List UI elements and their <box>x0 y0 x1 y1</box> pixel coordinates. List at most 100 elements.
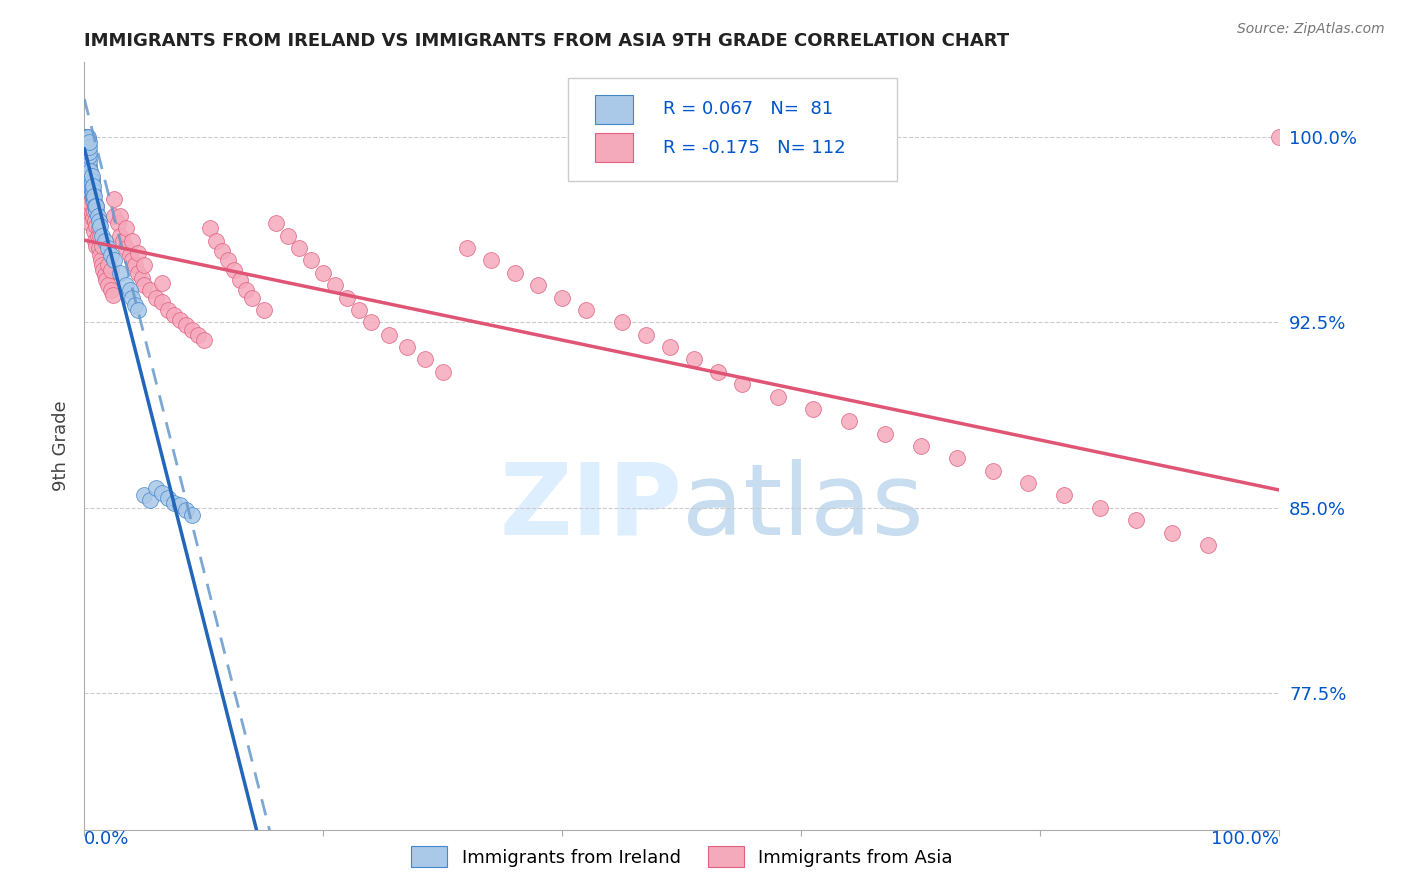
Text: atlas: atlas <box>682 458 924 556</box>
Point <box>89 219 111 233</box>
Point <box>118 248 141 262</box>
Point <box>83 189 105 203</box>
Point <box>127 246 149 260</box>
Point <box>86 199 108 213</box>
Point <box>432 365 454 379</box>
Point <box>76 129 98 144</box>
Point <box>222 263 245 277</box>
Point <box>91 258 114 272</box>
Point <box>91 228 114 243</box>
Point <box>87 214 110 228</box>
Point <box>211 244 233 258</box>
Text: 100.0%: 100.0% <box>1212 830 1279 847</box>
Point <box>97 241 120 255</box>
Point <box>910 439 932 453</box>
Point <box>336 291 359 305</box>
Point <box>131 270 153 285</box>
Point <box>100 248 122 262</box>
Point <box>76 154 98 169</box>
Point <box>76 129 98 144</box>
Point <box>240 291 263 305</box>
Point <box>77 209 100 223</box>
Point <box>83 224 105 238</box>
Bar <box>595 133 633 162</box>
Text: ZIP: ZIP <box>499 458 682 556</box>
Point <box>124 258 146 272</box>
Point <box>77 142 100 156</box>
Point <box>110 209 132 223</box>
Point <box>80 206 103 220</box>
Point <box>77 149 100 163</box>
Point <box>79 196 101 211</box>
Point <box>79 184 101 198</box>
Point <box>659 340 682 354</box>
Point <box>75 142 97 156</box>
Point <box>132 488 156 502</box>
Point <box>551 291 574 305</box>
Point <box>77 154 100 169</box>
Point <box>766 390 789 404</box>
Point <box>77 129 100 144</box>
Point <box>100 263 122 277</box>
Point <box>82 184 104 198</box>
Point <box>75 129 97 144</box>
Point <box>107 216 129 230</box>
Point <box>100 283 122 297</box>
Point <box>1018 476 1040 491</box>
FancyBboxPatch shape <box>568 78 897 181</box>
Point <box>84 234 107 248</box>
Point <box>79 179 101 194</box>
Point <box>76 132 98 146</box>
Point <box>110 266 132 280</box>
Point <box>174 503 197 517</box>
Point <box>93 263 115 277</box>
Point <box>93 268 115 283</box>
Point <box>76 199 98 213</box>
Point <box>76 137 98 152</box>
Point <box>77 135 100 149</box>
Point <box>86 199 108 213</box>
Point <box>288 241 311 255</box>
Point <box>707 365 730 379</box>
Point <box>84 199 107 213</box>
Point <box>111 234 134 248</box>
Point <box>312 266 335 280</box>
Text: R = -0.175   N= 112: R = -0.175 N= 112 <box>662 138 845 157</box>
Point <box>150 486 173 500</box>
Point <box>80 189 103 203</box>
Point <box>80 174 103 188</box>
Point <box>84 214 107 228</box>
Point <box>89 228 111 243</box>
Text: IMMIGRANTS FROM IRELAND VS IMMIGRANTS FROM ASIA 9TH GRADE CORRELATION CHART: IMMIGRANTS FROM IRELAND VS IMMIGRANTS FR… <box>84 32 1010 50</box>
Point <box>174 318 197 332</box>
Point <box>187 327 209 342</box>
Point <box>75 135 97 149</box>
Point <box>77 161 100 176</box>
Bar <box>595 95 633 124</box>
Point <box>77 184 100 198</box>
Point <box>127 302 149 317</box>
Point <box>612 315 634 329</box>
Point <box>82 211 104 226</box>
Point <box>981 464 1004 478</box>
Point <box>83 194 105 208</box>
Point <box>163 496 186 510</box>
Point <box>76 160 98 174</box>
Point <box>121 234 143 248</box>
Point <box>150 276 173 290</box>
Point <box>80 169 103 184</box>
Point <box>875 426 897 441</box>
Point <box>838 414 860 428</box>
Point <box>163 308 186 322</box>
Point <box>77 147 100 161</box>
Point <box>132 278 156 293</box>
Point <box>118 283 141 297</box>
Point <box>79 179 101 194</box>
Text: 0.0%: 0.0% <box>84 830 129 847</box>
Point <box>277 228 299 243</box>
Point <box>235 283 257 297</box>
Point <box>396 340 419 354</box>
Point <box>77 164 100 178</box>
Point <box>77 167 100 181</box>
Point <box>80 179 103 194</box>
